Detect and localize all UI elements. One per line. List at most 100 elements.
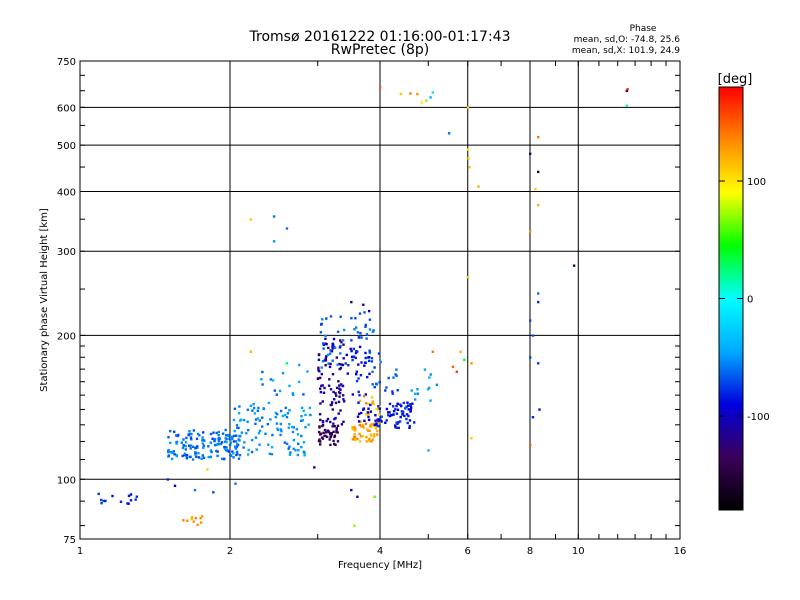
echo-point	[365, 402, 368, 405]
echo-point	[167, 454, 171, 457]
echo-point	[534, 187, 537, 191]
echo-point	[321, 424, 324, 428]
echo-point	[537, 292, 540, 295]
echo-point	[358, 440, 362, 443]
echo-point	[370, 423, 373, 426]
echo-point	[127, 494, 131, 498]
echo-point	[329, 388, 333, 391]
echo-point	[385, 386, 388, 389]
echo-point	[270, 446, 274, 449]
echo-point	[322, 347, 325, 350]
echo-point	[319, 387, 322, 390]
echo-point	[173, 430, 176, 433]
echo-point	[261, 416, 264, 419]
echo-point	[529, 356, 532, 359]
echo-point	[371, 383, 374, 386]
echo-point	[271, 433, 274, 437]
echo-point	[190, 438, 193, 441]
echo-point	[324, 334, 327, 337]
echo-point	[370, 357, 374, 360]
echo-point	[327, 384, 331, 387]
echo-point	[399, 403, 402, 406]
echo-point	[227, 433, 230, 437]
echo-point	[254, 436, 258, 439]
echo-point	[333, 346, 337, 349]
echo-point	[529, 152, 532, 155]
echo-point	[237, 457, 241, 460]
echo-point	[364, 351, 367, 355]
echo-point	[195, 437, 199, 440]
echo-point	[300, 419, 303, 422]
echo-point	[226, 449, 229, 453]
echo-point	[339, 392, 342, 395]
echo-point	[342, 420, 345, 423]
echo-point	[201, 454, 204, 457]
echo-point	[350, 488, 353, 492]
echo-point	[378, 407, 382, 410]
echo-point	[313, 466, 316, 469]
echo-point	[184, 448, 187, 451]
echo-point	[330, 401, 334, 404]
echo-point	[376, 433, 379, 436]
echo-point	[361, 424, 365, 427]
echo-point	[467, 157, 470, 160]
echo-point	[275, 422, 279, 425]
echo-point	[288, 453, 292, 456]
echo-point	[182, 438, 185, 441]
echo-point	[180, 441, 183, 444]
echo-point	[247, 448, 250, 452]
y-tick-label-400: 400	[57, 187, 76, 198]
echo-point	[339, 339, 342, 342]
echo-point	[275, 393, 278, 396]
echo-point	[194, 453, 197, 456]
echo-point	[210, 450, 213, 454]
echo-point	[365, 337, 368, 340]
echo-point	[366, 411, 370, 414]
echo-point	[352, 347, 355, 351]
echo-point	[392, 410, 396, 413]
echo-point	[215, 443, 218, 447]
echo-point	[322, 343, 325, 346]
echo-point	[216, 442, 220, 446]
echo-point	[336, 440, 340, 443]
echo-point	[202, 431, 205, 434]
echo-point	[455, 370, 458, 373]
echo-point	[342, 394, 345, 397]
echo-point	[395, 374, 398, 378]
echo-point	[401, 413, 404, 416]
echo-point	[169, 451, 173, 454]
echo-point	[172, 450, 175, 453]
echo-point	[409, 409, 412, 413]
echo-point	[191, 445, 195, 448]
echo-point	[377, 424, 380, 428]
echo-point	[202, 456, 206, 459]
echo-point	[463, 358, 466, 361]
echo-point	[287, 447, 290, 450]
y-tick-label-750: 750	[57, 57, 76, 68]
echo-point	[367, 412, 370, 415]
echo-point	[309, 413, 312, 417]
echo-point	[261, 425, 264, 428]
echo-point	[342, 357, 345, 360]
echo-point	[191, 458, 195, 461]
echo-point	[466, 276, 470, 279]
echo-point	[470, 362, 473, 365]
echo-point	[625, 89, 628, 93]
echo-point	[466, 148, 470, 151]
echo-point	[332, 430, 335, 433]
echo-point	[408, 426, 411, 429]
echo-point	[302, 450, 306, 453]
echo-point	[175, 453, 178, 457]
echo-point	[319, 402, 322, 405]
echo-point	[374, 414, 377, 417]
echo-point	[408, 424, 411, 428]
echo-point	[242, 446, 245, 449]
echo-point	[213, 438, 217, 441]
x-tick-label-10: 10	[572, 546, 585, 557]
echo-point	[234, 482, 237, 485]
echo-point	[257, 406, 260, 410]
echo-point	[388, 414, 392, 418]
echo-point	[402, 411, 405, 414]
echo-point	[215, 449, 218, 453]
echo-point	[379, 360, 382, 364]
